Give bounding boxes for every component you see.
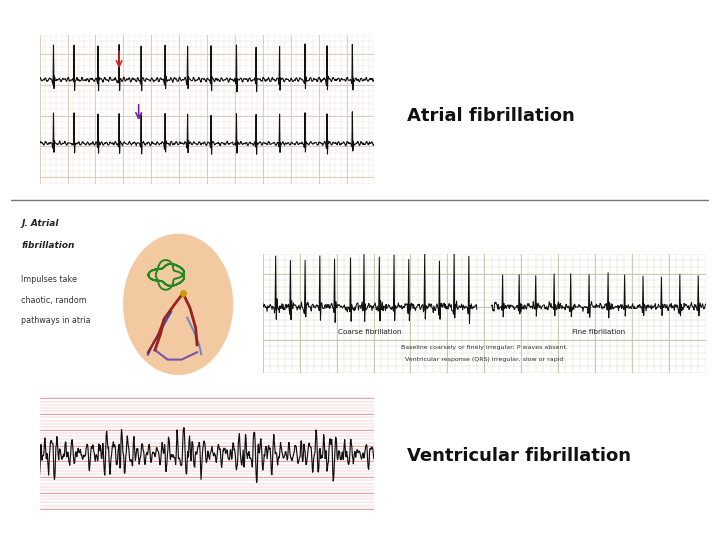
Text: Atrial fibrillation: Atrial fibrillation [407,107,575,125]
Text: Ventricular response (QRS) irregular, slow or rapid: Ventricular response (QRS) irregular, sl… [405,357,563,362]
Text: Baseline coarsely or finely irregular; P waves absent.: Baseline coarsely or finely irregular; P… [401,346,567,350]
Text: fibrillation: fibrillation [22,241,75,250]
Text: Impulses take: Impulses take [22,275,77,284]
Text: Fine fibrillation: Fine fibrillation [572,329,625,335]
Text: Coarse fibrillation: Coarse fibrillation [338,329,402,335]
Text: pathways in atria: pathways in atria [22,316,91,325]
Text: chaotic, random: chaotic, random [22,296,87,305]
Text: J. Atrial: J. Atrial [22,219,59,228]
Ellipse shape [124,234,233,374]
Text: Ventricular fibrillation: Ventricular fibrillation [407,447,631,465]
